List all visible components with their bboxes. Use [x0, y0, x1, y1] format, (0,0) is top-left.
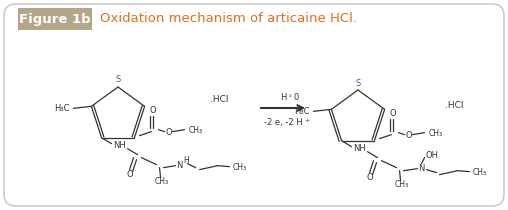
Text: CH₃: CH₃ [154, 177, 169, 186]
Text: Oxidation mechanism of articaine HCl.: Oxidation mechanism of articaine HCl. [100, 13, 357, 25]
Text: O: O [126, 170, 133, 179]
Text: CH₃: CH₃ [233, 163, 247, 172]
FancyBboxPatch shape [18, 8, 92, 30]
Text: O: O [165, 128, 172, 137]
Text: S: S [115, 76, 120, 84]
Text: O: O [366, 173, 373, 182]
Text: H₃C: H₃C [54, 104, 70, 113]
Text: .HCl: .HCl [210, 96, 229, 105]
Text: O: O [405, 131, 412, 140]
Text: O: O [389, 109, 396, 118]
Text: CH₃: CH₃ [472, 168, 487, 177]
Text: NH: NH [353, 144, 366, 153]
Text: CH₃: CH₃ [395, 180, 408, 189]
Text: Figure 1b: Figure 1b [19, 13, 91, 25]
Text: N: N [419, 164, 425, 173]
Text: H₃C: H₃C [294, 107, 309, 116]
Text: S: S [356, 79, 361, 88]
Text: H: H [280, 93, 286, 102]
Text: +: + [304, 118, 309, 123]
Text: .HCl: .HCl [445, 101, 463, 109]
Text: CH₃: CH₃ [428, 129, 442, 138]
Text: N: N [176, 161, 183, 170]
Text: OH: OH [426, 151, 438, 160]
Text: -2 e, -2 H: -2 e, -2 H [264, 118, 302, 126]
Text: NH: NH [113, 141, 126, 150]
Text: CH₃: CH₃ [188, 126, 203, 135]
Text: 0: 0 [293, 93, 298, 102]
Text: H: H [184, 156, 189, 165]
Text: O: O [149, 106, 156, 115]
Text: ₂: ₂ [289, 92, 292, 98]
